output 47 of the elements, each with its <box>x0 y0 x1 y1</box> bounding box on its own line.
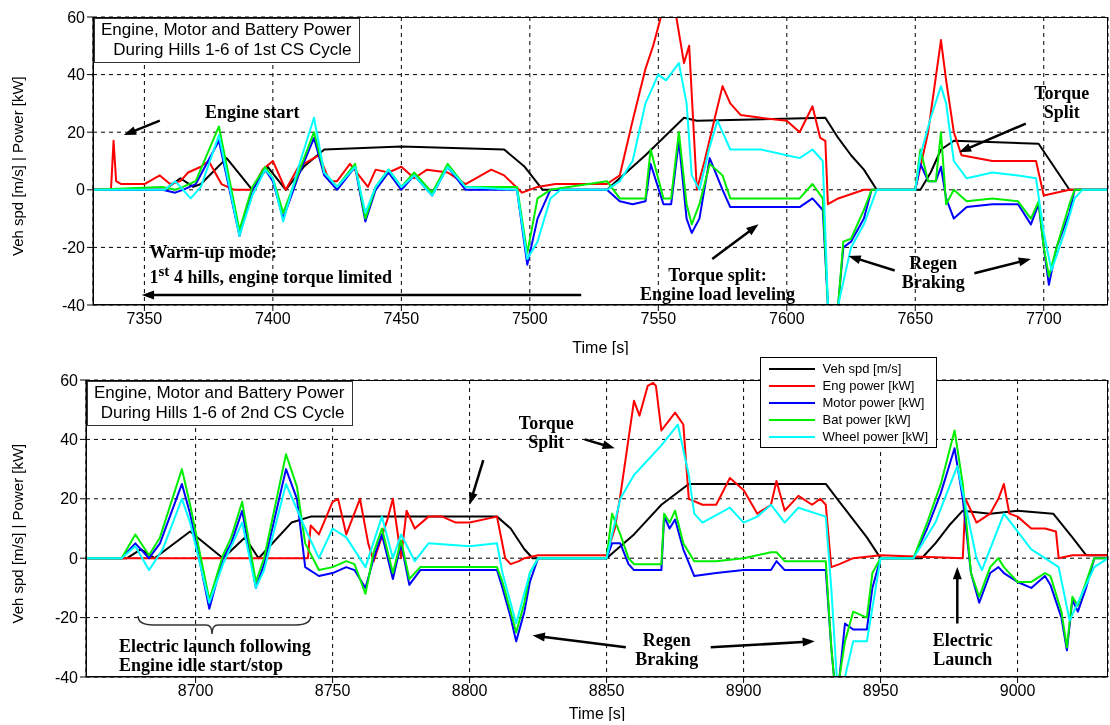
x-tick-label: 8950 <box>862 682 899 700</box>
chart-title: Engine, Motor and Battery Power <box>101 20 352 40</box>
y-tick-label: -20 <box>54 609 79 627</box>
legend-label: Bat power [kW] <box>822 411 911 428</box>
y-tick-label: -40 <box>61 296 86 314</box>
annotation: Torque split: Engine load leveling <box>639 264 795 304</box>
annotation: Torque Split <box>518 413 574 453</box>
y-tick-label: -40 <box>54 668 79 686</box>
x-tick-label: 7450 <box>383 310 420 328</box>
x-tick-label: 8750 <box>314 682 351 700</box>
x-tick-label: 7400 <box>255 310 291 328</box>
x-tick-label: 7500 <box>512 310 548 328</box>
x-tick-label: 8700 <box>177 682 214 700</box>
legend-label: Veh spd [m/s] <box>822 360 902 377</box>
text: During Hills 1-6 of 2nd CS Cycle <box>99 403 345 423</box>
annotation: Torque Split <box>1034 83 1090 123</box>
x-tick-label: 7600 <box>769 310 805 328</box>
y-tick-label: 20 <box>60 490 79 508</box>
x-tick-label: 8850 <box>588 682 625 700</box>
y-tick-label: -20 <box>61 239 86 257</box>
annotation: Regen Braking <box>635 630 699 670</box>
x-tick-label: 7350 <box>126 310 163 328</box>
annotation: Regen Braking <box>901 253 965 293</box>
legend-label: Motor power [kW] <box>822 394 925 411</box>
y-tick-label: 40 <box>67 66 86 84</box>
y-axis-title: Veh spd [m/s] | Power [kW] <box>9 443 27 624</box>
legend-label: Eng power [kW] <box>822 377 915 394</box>
chart-title: Engine, Motor and Battery Power <box>94 383 345 403</box>
x-tick-label: 7550 <box>640 310 677 328</box>
annotation: Electric launch following Engine idle start/stop <box>118 636 311 676</box>
x-tick-label: 7700 <box>1025 310 1062 328</box>
annotation: Electric Launch <box>932 630 993 670</box>
legend-label: Wheel power [kW] <box>822 428 928 445</box>
x-tick-label: 8800 <box>451 682 488 700</box>
y-tick-label: 0 <box>69 549 79 567</box>
x-tick-label: 8900 <box>725 682 762 700</box>
y-tick-label: 60 <box>60 371 79 389</box>
y-tick-label: 40 <box>60 431 79 449</box>
annotation: Engine start <box>205 101 300 122</box>
y-axis-title: Veh spd [m/s] | Power [kW] <box>9 76 27 256</box>
y-tick-label: 60 <box>67 8 86 26</box>
x-tick-label: 7650 <box>897 310 934 328</box>
x-tick-label: 9000 <box>999 682 1036 700</box>
y-tick-label: 0 <box>76 181 86 199</box>
text: During Hills 1-6 of 1st CS Cycle <box>112 40 352 60</box>
annotation: Warm-up mode: 1$^{st}$ 4 hills, engine torque limited <box>149 241 393 287</box>
y-tick-label: 20 <box>67 123 86 141</box>
